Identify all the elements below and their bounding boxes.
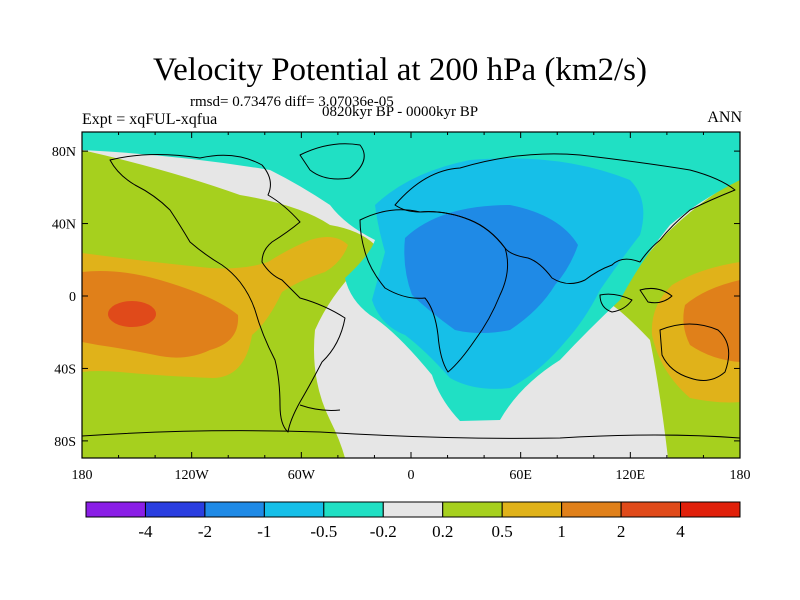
colorbar-label: -1	[257, 522, 271, 541]
positive-max-west	[108, 301, 156, 327]
lat-label: 40N	[52, 218, 76, 233]
colorbar-swatch	[204, 501, 265, 518]
colorbar-swatch	[680, 501, 741, 518]
colorbar-swatch	[323, 501, 384, 518]
positive-level3-west	[82, 271, 239, 358]
season-label: ANN	[707, 109, 742, 126]
colorbar-label: 4	[676, 522, 685, 541]
experiment-label: Expt = xqFUL-xqfua	[82, 111, 218, 128]
colorbar-label: 0.2	[432, 522, 453, 541]
positive-level3-east	[683, 280, 740, 362]
lat-label: 80S	[54, 435, 76, 450]
rmsd-stats-text: rmsd= 0.73476 diff= 3.07036e-05	[190, 94, 394, 110]
lon-label: 180	[72, 468, 93, 483]
colorbar-label: -2	[198, 522, 212, 541]
colorbar-label: 1	[557, 522, 566, 541]
colorbar-swatch	[501, 501, 563, 518]
axis-ticks	[81, 132, 741, 458]
lon-label: 60E	[509, 468, 532, 483]
colorbar-label: -0.5	[310, 522, 337, 541]
lon-label: 180	[730, 468, 751, 483]
colorbar-label: 0.5	[492, 522, 513, 541]
colorbar-swatch	[561, 501, 622, 518]
colorbar-swatch	[442, 501, 503, 518]
colorbar-label: -0.2	[370, 522, 397, 541]
colorbar-swatch	[144, 501, 206, 518]
colorbar-label: -4	[138, 522, 153, 541]
colorbar-label: 2	[617, 522, 626, 541]
axis-labels: 80N 40N 0 40S 80S 180 120W 60W 0 60E 120E 180	[52, 145, 751, 483]
lon-label: 60W	[288, 468, 316, 483]
lat-label: 80N	[52, 145, 76, 160]
colorbar-swatch	[382, 501, 444, 518]
colorbar-swatch	[620, 501, 682, 518]
lon-label: 120W	[175, 468, 210, 483]
negative-level3	[404, 205, 578, 333]
coastlines	[82, 143, 740, 439]
lat-label: 40S	[54, 362, 76, 377]
map-title: Velocity Potential at 200 hPa (km2/s)	[152, 52, 648, 88]
colorbar-swatch	[263, 501, 325, 518]
lon-label: 120E	[616, 468, 646, 483]
period-label: 0820kyr BP - 0000kyr BP	[322, 104, 479, 120]
lon-label: 0	[408, 468, 415, 483]
lat-label: 0	[69, 290, 76, 305]
velocity-potential-field	[82, 132, 740, 458]
colorbar-swatch	[85, 501, 146, 518]
colorbar: -4 -2 -1 -0.5 -0.2 0.2 0.5 1 2 4	[85, 501, 741, 541]
